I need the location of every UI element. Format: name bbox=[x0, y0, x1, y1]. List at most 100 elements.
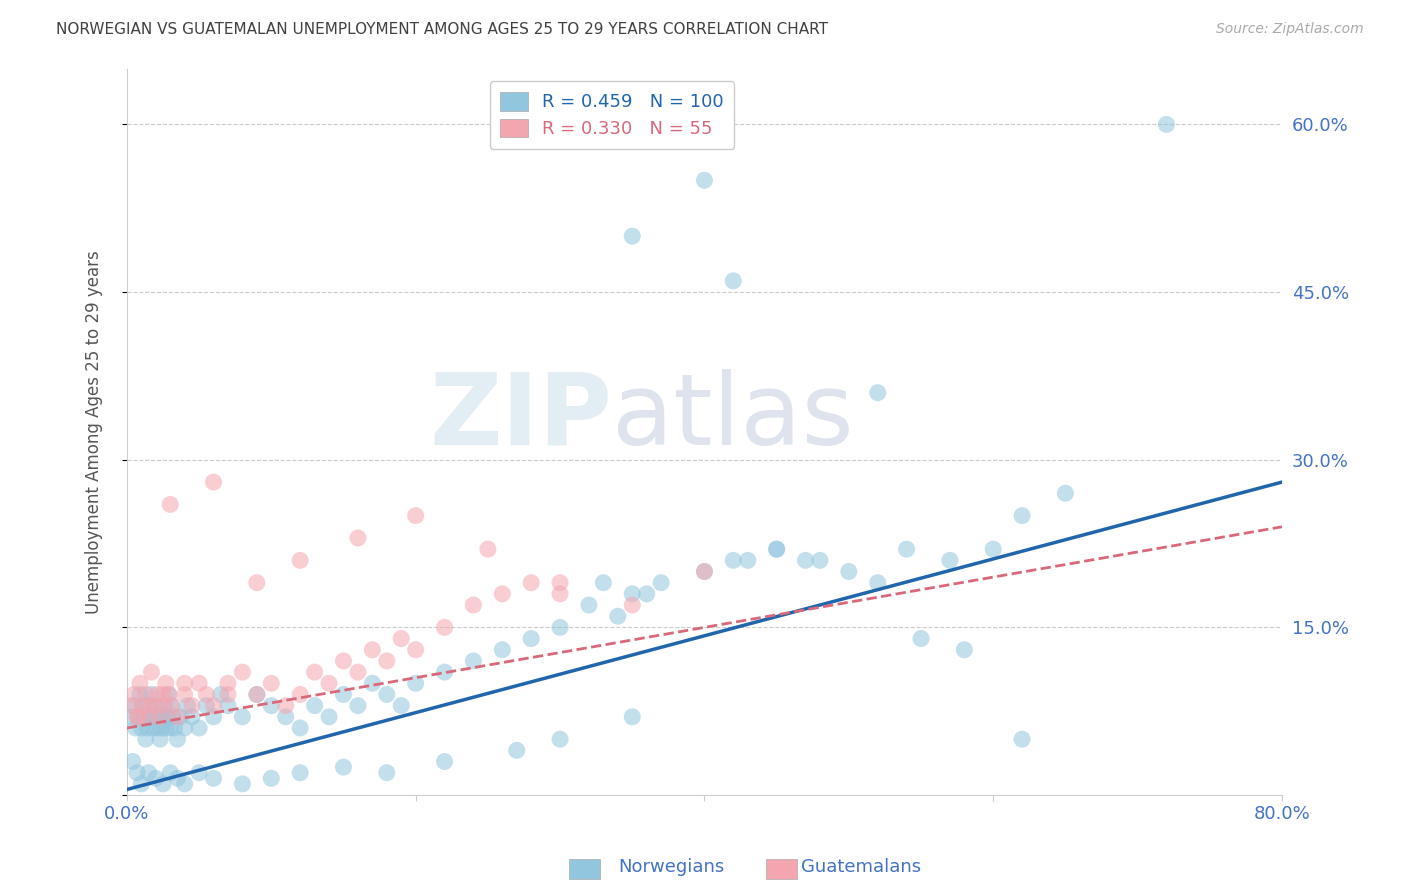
Point bbox=[166, 732, 188, 747]
Point bbox=[155, 721, 177, 735]
Point bbox=[173, 676, 195, 690]
Point bbox=[765, 542, 787, 557]
Point bbox=[231, 777, 253, 791]
Point bbox=[162, 710, 184, 724]
Point bbox=[143, 710, 166, 724]
Point bbox=[132, 698, 155, 713]
Point bbox=[129, 688, 152, 702]
Point bbox=[405, 676, 427, 690]
Point bbox=[981, 542, 1004, 557]
Point bbox=[463, 654, 485, 668]
Point bbox=[650, 575, 672, 590]
Point bbox=[592, 575, 614, 590]
Point bbox=[188, 721, 211, 735]
Point bbox=[135, 688, 157, 702]
Point bbox=[152, 688, 174, 702]
Point bbox=[246, 575, 269, 590]
Point bbox=[405, 508, 427, 523]
Point bbox=[332, 688, 354, 702]
Point bbox=[636, 587, 658, 601]
Point bbox=[723, 553, 745, 567]
Point bbox=[491, 642, 513, 657]
Point bbox=[737, 553, 759, 567]
Point bbox=[520, 575, 543, 590]
Point bbox=[188, 676, 211, 690]
Point bbox=[260, 676, 283, 690]
Point bbox=[361, 676, 384, 690]
Point bbox=[145, 772, 167, 786]
Point bbox=[288, 553, 311, 567]
Point bbox=[347, 665, 370, 679]
Point bbox=[389, 632, 412, 646]
Point bbox=[155, 676, 177, 690]
Point bbox=[808, 553, 831, 567]
Point bbox=[145, 698, 167, 713]
Point bbox=[405, 642, 427, 657]
Point bbox=[160, 698, 183, 713]
Point bbox=[141, 688, 163, 702]
Point bbox=[433, 755, 456, 769]
Point bbox=[794, 553, 817, 567]
Point bbox=[332, 760, 354, 774]
Point bbox=[202, 475, 225, 489]
Text: NORWEGIAN VS GUATEMALAN UNEMPLOYMENT AMONG AGES 25 TO 29 YEARS CORRELATION CHART: NORWEGIAN VS GUATEMALAN UNEMPLOYMENT AMO… bbox=[56, 22, 828, 37]
Point bbox=[866, 385, 889, 400]
Point bbox=[122, 698, 145, 713]
Point bbox=[173, 721, 195, 735]
Point bbox=[260, 698, 283, 713]
Point bbox=[304, 665, 326, 679]
Point bbox=[152, 710, 174, 724]
Point bbox=[146, 688, 169, 702]
Point bbox=[375, 654, 398, 668]
Point bbox=[953, 642, 976, 657]
Point bbox=[163, 721, 186, 735]
Point bbox=[217, 698, 239, 713]
Point bbox=[160, 698, 183, 713]
Point bbox=[138, 710, 160, 724]
Point bbox=[134, 710, 156, 724]
Point bbox=[838, 565, 860, 579]
Legend: R = 0.459   N = 100, R = 0.330   N = 55: R = 0.459 N = 100, R = 0.330 N = 55 bbox=[489, 81, 734, 149]
Point bbox=[375, 688, 398, 702]
Text: Guatemalans: Guatemalans bbox=[801, 858, 921, 876]
Point bbox=[318, 676, 340, 690]
Point bbox=[176, 698, 198, 713]
Point bbox=[765, 542, 787, 557]
Point bbox=[375, 765, 398, 780]
Point bbox=[157, 688, 180, 702]
Point bbox=[578, 598, 600, 612]
Point bbox=[202, 772, 225, 786]
Point bbox=[621, 710, 644, 724]
Point bbox=[146, 721, 169, 735]
Point bbox=[159, 765, 181, 780]
Point bbox=[304, 698, 326, 713]
Point bbox=[246, 688, 269, 702]
Point bbox=[389, 698, 412, 713]
Point bbox=[120, 710, 142, 724]
Point bbox=[217, 676, 239, 690]
Point bbox=[548, 620, 571, 634]
Point bbox=[124, 721, 146, 735]
Text: atlas: atlas bbox=[612, 368, 853, 466]
Point bbox=[180, 698, 202, 713]
Point bbox=[288, 721, 311, 735]
Point bbox=[138, 698, 160, 713]
Point bbox=[693, 565, 716, 579]
Point bbox=[274, 698, 297, 713]
Text: Source: ZipAtlas.com: Source: ZipAtlas.com bbox=[1216, 22, 1364, 37]
Point bbox=[520, 632, 543, 646]
Point bbox=[148, 710, 170, 724]
Text: Norwegians: Norwegians bbox=[619, 858, 725, 876]
Point bbox=[896, 542, 918, 557]
Point bbox=[217, 688, 239, 702]
Text: ZIP: ZIP bbox=[429, 368, 612, 466]
Point bbox=[150, 721, 173, 735]
Point bbox=[288, 765, 311, 780]
Point bbox=[135, 732, 157, 747]
Point bbox=[159, 721, 181, 735]
Point bbox=[139, 710, 162, 724]
Point bbox=[274, 710, 297, 724]
Point bbox=[142, 721, 165, 735]
Point bbox=[939, 553, 962, 567]
Point bbox=[202, 698, 225, 713]
